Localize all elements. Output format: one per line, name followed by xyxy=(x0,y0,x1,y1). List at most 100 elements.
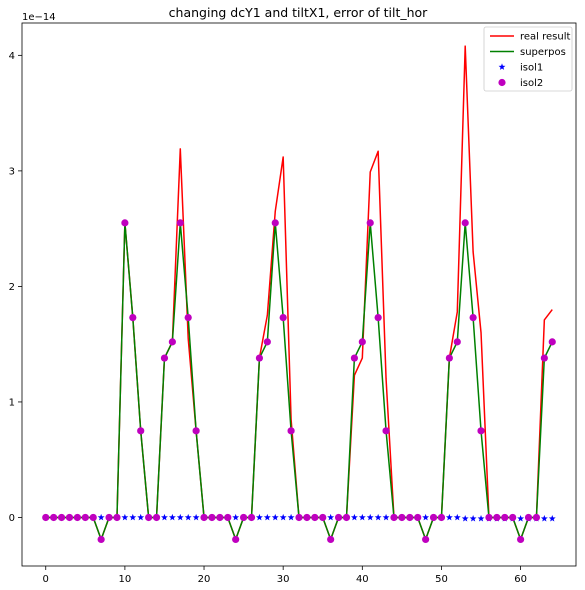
data-point-isol1 xyxy=(279,513,287,521)
data-point-isol2 xyxy=(97,535,105,544)
data-point-isol1 xyxy=(382,513,390,521)
data-point-isol2 xyxy=(263,338,271,346)
data-point-isol2 xyxy=(50,513,58,522)
data-point-isol2 xyxy=(287,427,295,435)
data-point-isol2 xyxy=(422,535,430,544)
data-point-isol2 xyxy=(485,513,493,522)
data-point-isol2 xyxy=(540,354,548,362)
plot-area: 0 10 20 30 40 50 60 0 1 2 3 4 xyxy=(9,22,577,585)
legend-handle-isol1 xyxy=(498,63,506,70)
legend-label: isol2 xyxy=(520,78,543,89)
data-point-isol1 xyxy=(192,513,200,521)
data-point-isol2 xyxy=(224,513,232,522)
x-tick-label: 40 xyxy=(356,574,369,585)
data-point-isol1 xyxy=(168,513,176,521)
data-point-isol2 xyxy=(493,513,501,522)
data-point-isol2 xyxy=(255,354,264,362)
data-point-isol2 xyxy=(129,314,137,322)
data-point-isol2 xyxy=(398,513,406,522)
x-tick-label: 0 xyxy=(43,574,49,585)
data-point-isol1 xyxy=(232,513,240,521)
legend: real result superpos isol1 isol2 xyxy=(483,26,573,92)
x-tick-label: 10 xyxy=(119,574,132,585)
data-point-isol1 xyxy=(121,513,129,521)
data-point-isol2 xyxy=(65,513,74,522)
data-point-isol1 xyxy=(453,513,461,521)
y-tick-label: 4 xyxy=(9,51,15,62)
data-point-isol1 xyxy=(327,513,335,521)
data-point-isol2 xyxy=(152,513,161,522)
x-tick-label: 50 xyxy=(435,574,448,585)
data-point-isol2 xyxy=(429,513,438,522)
data-point-isol2 xyxy=(461,219,469,227)
data-point-isol2 xyxy=(73,513,81,522)
data-point-isol2 xyxy=(89,513,97,522)
data-point-isol2 xyxy=(327,535,335,544)
data-point-isol1 xyxy=(358,513,366,521)
data-point-isol1 xyxy=(256,513,263,521)
data-point-isol1 xyxy=(461,515,469,522)
series-line-superpos xyxy=(45,222,553,541)
data-point-isol2 xyxy=(176,219,184,227)
data-point-isol2 xyxy=(57,513,66,522)
data-point-isol1 xyxy=(422,513,430,521)
data-point-isol2 xyxy=(342,513,351,522)
data-point-isol2 xyxy=(295,513,303,522)
data-point-isol2 xyxy=(145,513,153,522)
data-point-isol2 xyxy=(121,219,129,227)
data-point-isol1 xyxy=(517,515,525,522)
data-point-isol2 xyxy=(517,535,525,544)
data-point-isol1 xyxy=(548,515,556,522)
x-tick-label: 20 xyxy=(198,574,211,585)
data-point-isol2 xyxy=(184,314,192,322)
data-point-isol1 xyxy=(374,513,382,521)
data-point-isol2 xyxy=(42,513,50,522)
data-point-isol2 xyxy=(374,314,382,322)
data-point-isol2 xyxy=(382,427,390,435)
data-point-isol2 xyxy=(105,513,113,522)
data-point-isol1 xyxy=(540,515,548,522)
data-point-isol2 xyxy=(113,513,121,522)
data-point-isol2 xyxy=(390,513,398,522)
data-point-isol2 xyxy=(319,513,327,522)
data-point-isol2 xyxy=(406,513,414,522)
data-point-isol2 xyxy=(216,513,224,522)
legend-box xyxy=(483,26,573,92)
data-point-isol2 xyxy=(469,314,477,322)
data-point-isol2 xyxy=(414,513,422,522)
data-point-isol2 xyxy=(532,513,541,522)
y-tick-label: 2 xyxy=(9,282,15,293)
data-point-isol2 xyxy=(271,219,279,227)
data-point-isol2 xyxy=(168,338,176,346)
data-point-isol2 xyxy=(453,338,461,346)
data-point-isol1 xyxy=(445,513,453,521)
data-point-isol1 xyxy=(271,513,279,521)
data-point-isol2 xyxy=(81,513,89,522)
data-point-isol2 xyxy=(366,219,374,227)
data-point-isol2 xyxy=(200,513,208,522)
data-point-isol2 xyxy=(137,427,145,435)
data-point-isol2 xyxy=(311,513,319,522)
data-point-isol2 xyxy=(358,338,366,346)
y-tick-label: 3 xyxy=(9,166,15,177)
data-point-isol2 xyxy=(247,513,256,522)
data-point-isol1 xyxy=(129,513,137,521)
data-point-isol1 xyxy=(287,513,295,521)
chart-title: changing dcY1 and tiltX1, error of tilt_… xyxy=(169,5,429,20)
data-point-isol1 xyxy=(263,513,271,521)
series-line-real-result xyxy=(45,45,553,541)
data-point-isol2 xyxy=(192,427,200,435)
y-tick-label: 0 xyxy=(9,513,15,524)
data-point-isol1 xyxy=(477,515,485,522)
data-point-isol1 xyxy=(161,513,168,521)
x-tick-label: 30 xyxy=(277,574,290,585)
data-point-isol2 xyxy=(477,427,485,435)
data-point-isol2 xyxy=(437,513,446,522)
data-point-isol2 xyxy=(303,513,311,522)
data-point-isol1 xyxy=(137,513,145,521)
data-point-isol2 xyxy=(350,354,358,362)
data-point-isol2 xyxy=(208,513,216,522)
data-point-isol1 xyxy=(366,513,374,521)
y-offset-label: 1e−14 xyxy=(22,12,56,23)
